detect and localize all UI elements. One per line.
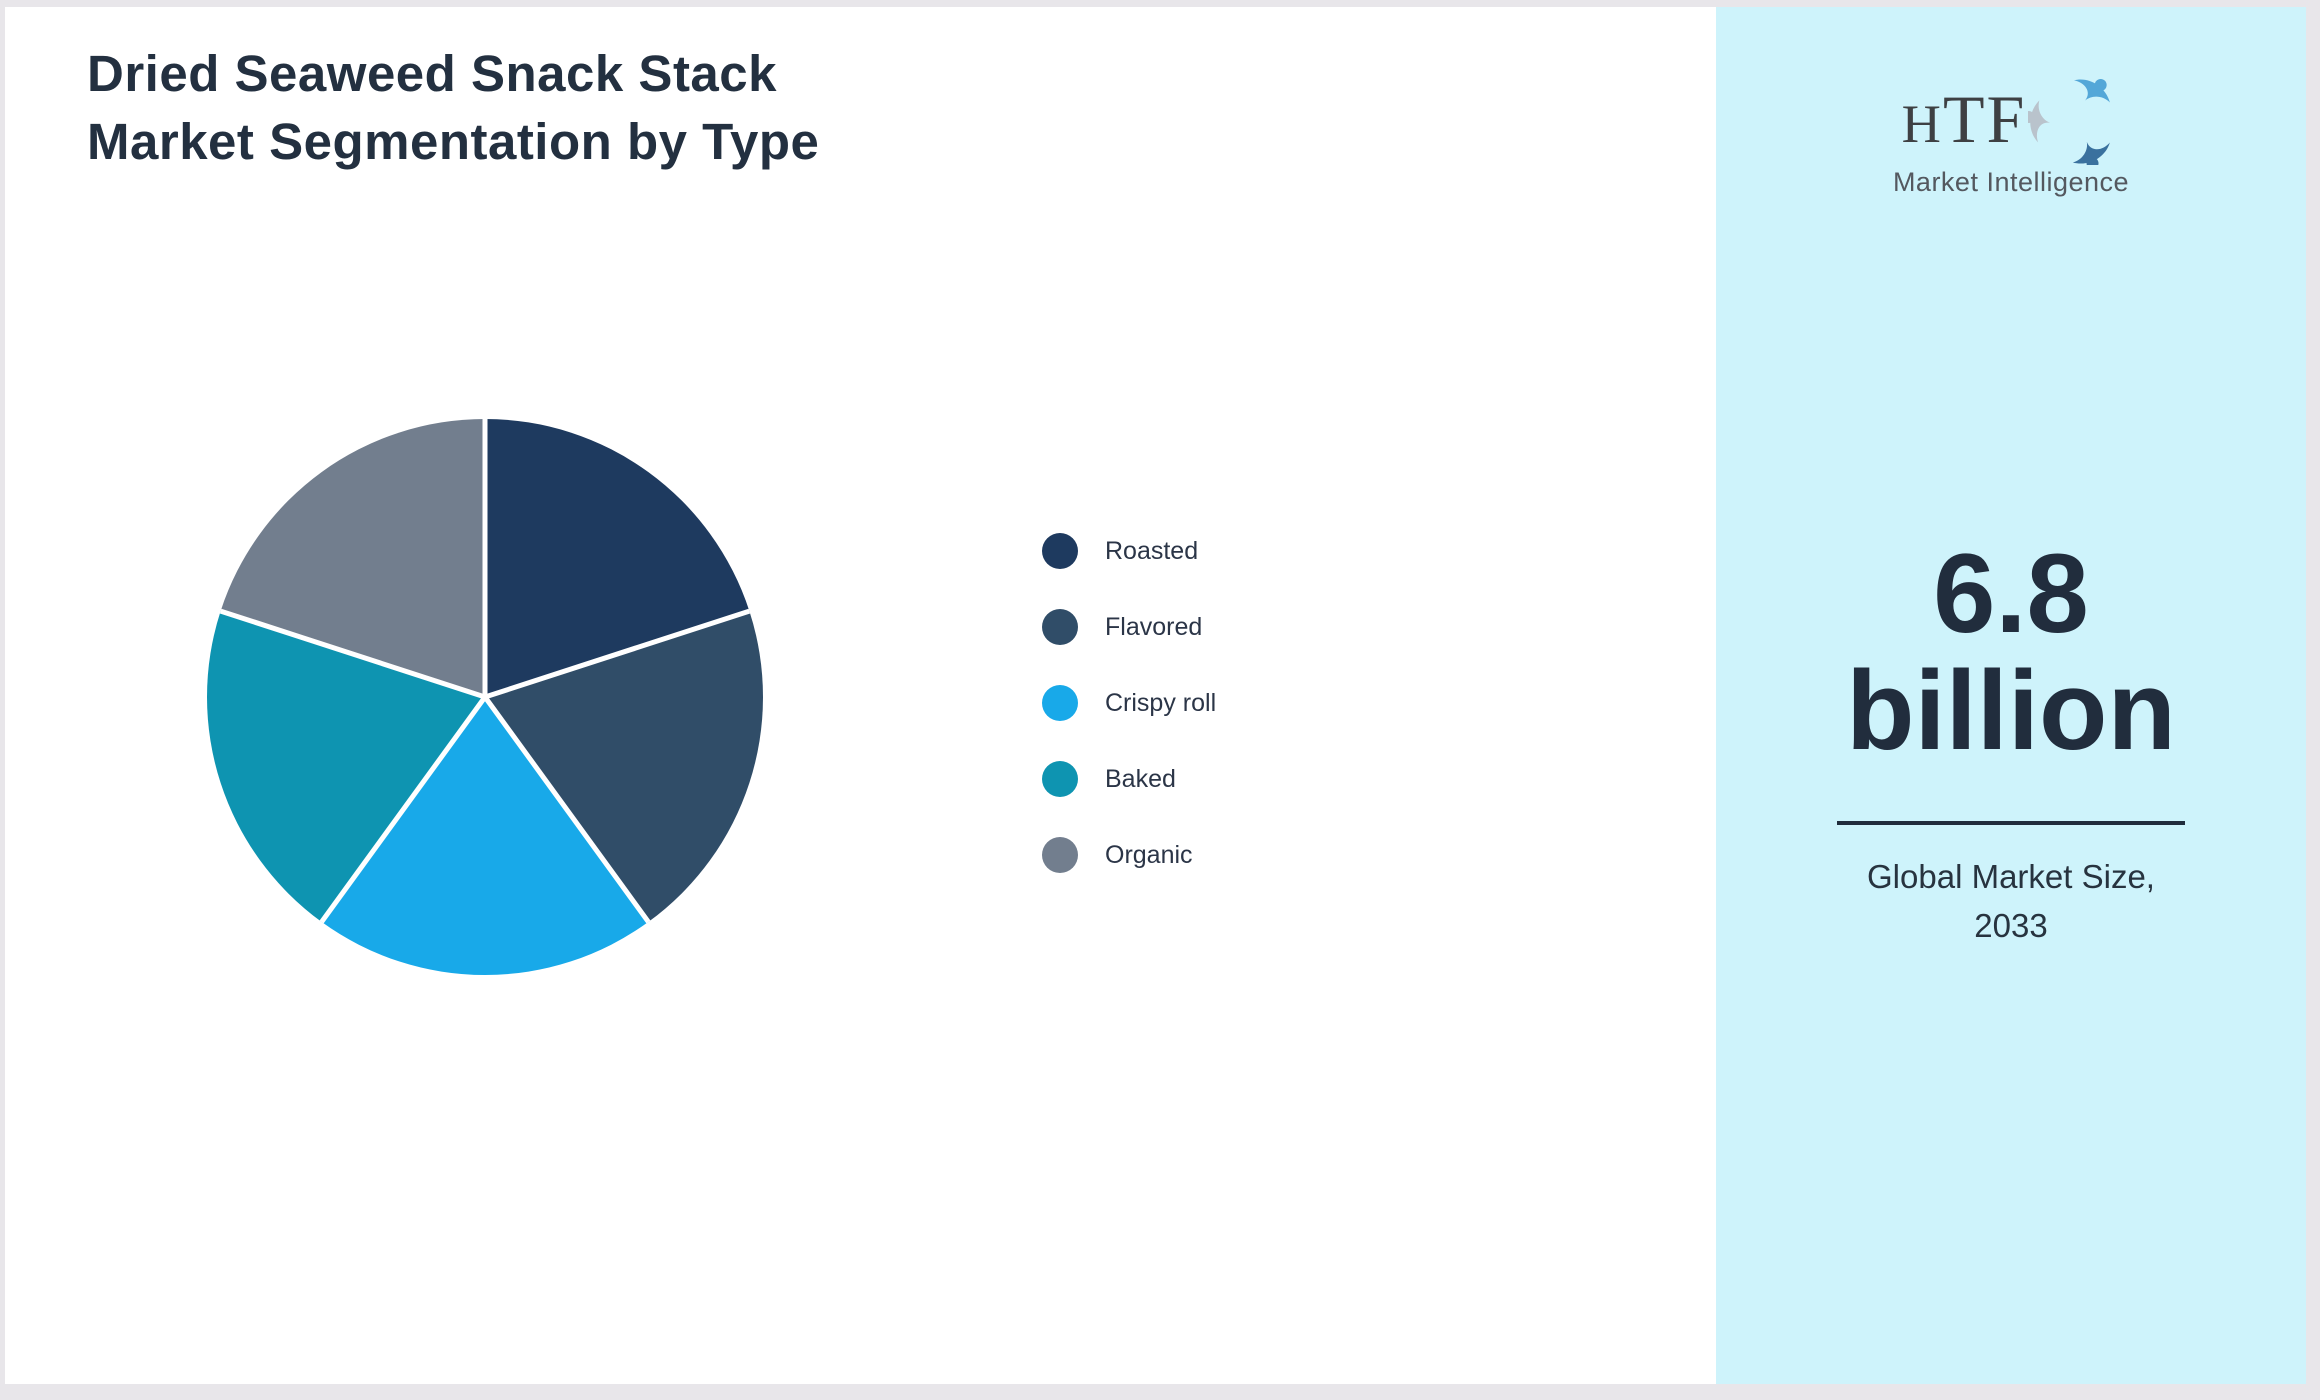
htf-logo: HTF Market Intelligence	[1716, 73, 2306, 198]
pie-chart	[195, 407, 775, 987]
page-title: Dried Seaweed Snack Stack Market Segment…	[87, 40, 819, 176]
market-size-unit: billion	[1846, 648, 2176, 773]
legend-item-baked[interactable]: Baked	[1042, 761, 1216, 797]
htf-logo-swirl-icon	[2028, 78, 2111, 165]
page-title-line2: Market Segmentation by Type	[87, 113, 820, 170]
legend-item-roasted[interactable]: Roasted	[1042, 533, 1216, 569]
market-size-caption-line1: Global Market Size,	[1867, 858, 2155, 895]
legend-item-organic[interactable]: Organic	[1042, 837, 1216, 873]
legend-label: Organic	[1105, 840, 1193, 869]
pie-slice-roasted[interactable]	[485, 419, 750, 697]
legend-marker-dot	[1042, 837, 1078, 873]
pie-slice-organic[interactable]	[220, 419, 486, 697]
legend-label: Baked	[1105, 764, 1176, 793]
legend-label: Flavored	[1105, 612, 1203, 641]
pie-slice-baked[interactable]	[207, 611, 485, 922]
legend-label: Roasted	[1105, 536, 1199, 565]
legend-marker-dot	[1042, 685, 1078, 721]
market-size-caption: Global Market Size, 2033	[1716, 852, 2306, 950]
htf-logo-tagline: Market Intelligence	[1892, 167, 2130, 197]
legend-item-crispy-roll[interactable]: Crispy roll	[1042, 685, 1216, 721]
pie-chart-svg	[207, 419, 763, 976]
pie-slice-separator	[319, 695, 488, 924]
legend-marker-dot	[1042, 761, 1078, 797]
pie-slice-crispy-roll[interactable]	[321, 697, 649, 976]
legend-marker-dot	[1042, 609, 1078, 645]
pie-slice-flavored[interactable]	[485, 611, 763, 922]
market-size-value: 6.8	[1933, 531, 2089, 656]
pie-slice-separator	[484, 608, 751, 700]
legend-marker-dot	[1042, 533, 1078, 569]
legend-item-flavored[interactable]: Flavored	[1042, 609, 1216, 645]
page-title-line1: Dried Seaweed Snack Stack	[87, 45, 778, 102]
legend-label: Crispy roll	[1105, 688, 1217, 717]
sidebar-divider	[1837, 821, 2185, 825]
chart-legend: Roasted Flavored Crispy roll Baked Organ…	[1042, 533, 1216, 913]
htf-logo-brand-text: HTF	[1901, 81, 2027, 157]
pie-slice-separator	[482, 695, 651, 924]
pie-slice-separator	[219, 608, 486, 700]
market-size-caption-line2: 2033	[1974, 907, 2048, 944]
sidebar: HTF Market Intelligence	[1716, 7, 2306, 1384]
